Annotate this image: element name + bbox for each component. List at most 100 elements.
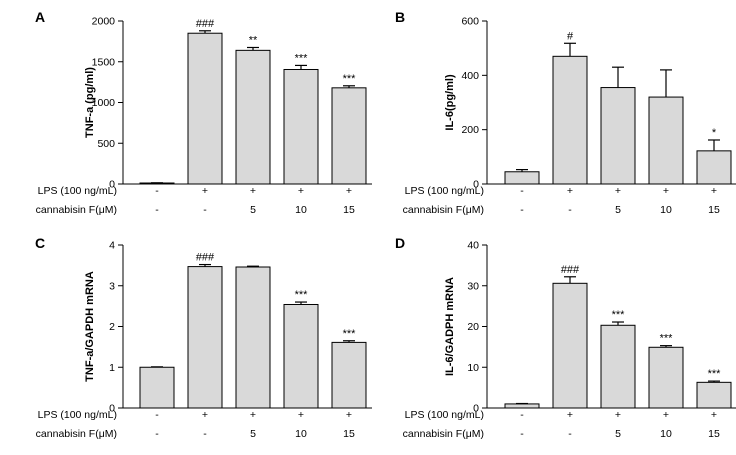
dose-cell: -: [568, 204, 572, 216]
dose-cell: 10: [660, 204, 672, 216]
bar: [331, 341, 367, 409]
significance-marker: ***: [295, 52, 309, 64]
dose-cell: -: [520, 428, 524, 440]
y-tick-label: 0: [473, 179, 479, 191]
bar: [648, 346, 684, 409]
bar: [283, 68, 319, 185]
dose-cell: -: [520, 204, 524, 216]
lps-cell: +: [346, 185, 352, 197]
dose-row-label: cannabisin F(μM): [36, 204, 117, 216]
y-tick-label: 200: [461, 124, 479, 136]
dose-cell: 10: [295, 204, 307, 216]
bar: [235, 49, 271, 185]
significance-marker: ***: [708, 368, 722, 380]
dose-cell: 15: [708, 204, 720, 216]
lps-cell: +: [615, 409, 621, 421]
lps-cell: -: [155, 185, 159, 197]
lps-row-label: LPS (100 ng/mL): [405, 409, 484, 421]
lps-cell: +: [346, 409, 352, 421]
lps-cell: -: [155, 409, 159, 421]
bar: [139, 366, 175, 409]
bar: [331, 87, 367, 185]
y-tick-label: 1: [109, 362, 115, 374]
bar: [648, 96, 684, 185]
significance-marker: **: [249, 34, 258, 46]
dose-cell: -: [203, 204, 207, 216]
lps-cell: +: [711, 409, 717, 421]
y-tick-label: 500: [97, 138, 115, 150]
lps-cell: +: [567, 409, 573, 421]
significance-marker: #: [567, 30, 574, 42]
significance-marker: ***: [295, 289, 309, 301]
lps-cell: -: [520, 409, 524, 421]
bar: [504, 403, 540, 409]
lps-cell: +: [298, 185, 304, 197]
bar: [696, 381, 732, 409]
bar: [552, 282, 588, 409]
significance-marker: ***: [343, 73, 357, 85]
dose-cell: -: [155, 204, 159, 216]
y-tick-label: 30: [467, 280, 479, 292]
dose-cell: 5: [615, 204, 621, 216]
dose-cell: -: [203, 428, 207, 440]
y-tick-label: 1000: [92, 97, 116, 109]
dose-cell: 5: [615, 428, 621, 440]
panel-letter: B: [395, 9, 405, 25]
y-axis-title: IL-6(pg/ml): [444, 74, 456, 131]
y-tick-label: 0: [109, 403, 115, 415]
bar: [600, 324, 636, 409]
bar: [504, 171, 540, 185]
bar: [283, 303, 319, 409]
significance-marker: ###: [196, 252, 215, 264]
y-axis-title: IL-6/GADPH mRNA: [444, 277, 456, 376]
dose-cell: 15: [343, 428, 355, 440]
lps-row-label: LPS (100 ng/mL): [38, 409, 117, 421]
significance-marker: ***: [343, 328, 357, 340]
dose-cell: 10: [295, 428, 307, 440]
y-tick-label: 600: [461, 16, 479, 28]
panel-letter: C: [35, 235, 45, 251]
dose-row-label: cannabisin F(μM): [403, 204, 484, 216]
bar: [600, 87, 636, 185]
y-tick-label: 20: [467, 321, 479, 333]
y-axis-title: TNF-a/GAPDH mRNA: [84, 271, 96, 382]
lps-cell: +: [298, 409, 304, 421]
y-tick-label: 2: [109, 321, 115, 333]
panel-letter: A: [35, 9, 45, 25]
significance-marker: ***: [612, 309, 626, 321]
y-tick-label: 3: [109, 280, 115, 292]
dose-cell: 5: [250, 428, 256, 440]
dose-cell: 5: [250, 204, 256, 216]
dose-row-label: cannabisin F(μM): [403, 428, 484, 440]
lps-row-label: LPS (100 ng/mL): [405, 185, 484, 197]
bar: [552, 55, 588, 185]
panel-letter: D: [395, 235, 405, 251]
y-axis-title: TNF-a (pg/ml): [84, 67, 96, 138]
dose-cell: 10: [660, 428, 672, 440]
dose-row-label: cannabisin F(μM): [36, 428, 117, 440]
significance-marker: ###: [196, 18, 215, 30]
lps-cell: +: [711, 185, 717, 197]
lps-cell: +: [615, 185, 621, 197]
lps-cell: +: [567, 185, 573, 197]
lps-row-label: LPS (100 ng/mL): [38, 185, 117, 197]
y-tick-label: 0: [473, 403, 479, 415]
y-tick-label: 40: [467, 240, 479, 252]
significance-marker: ###: [561, 264, 580, 276]
lps-cell: -: [520, 185, 524, 197]
y-tick-label: 1500: [92, 56, 116, 68]
y-tick-label: 10: [467, 362, 479, 374]
lps-cell: +: [202, 409, 208, 421]
bar: [235, 266, 271, 409]
bar: [187, 266, 223, 409]
y-tick-label: 0: [109, 179, 115, 191]
dose-cell: 15: [708, 428, 720, 440]
lps-cell: +: [663, 185, 669, 197]
bar: [187, 32, 223, 185]
dose-cell: 15: [343, 204, 355, 216]
lps-cell: +: [202, 185, 208, 197]
dose-cell: -: [568, 428, 572, 440]
significance-marker: *: [712, 127, 717, 139]
lps-cell: +: [663, 409, 669, 421]
